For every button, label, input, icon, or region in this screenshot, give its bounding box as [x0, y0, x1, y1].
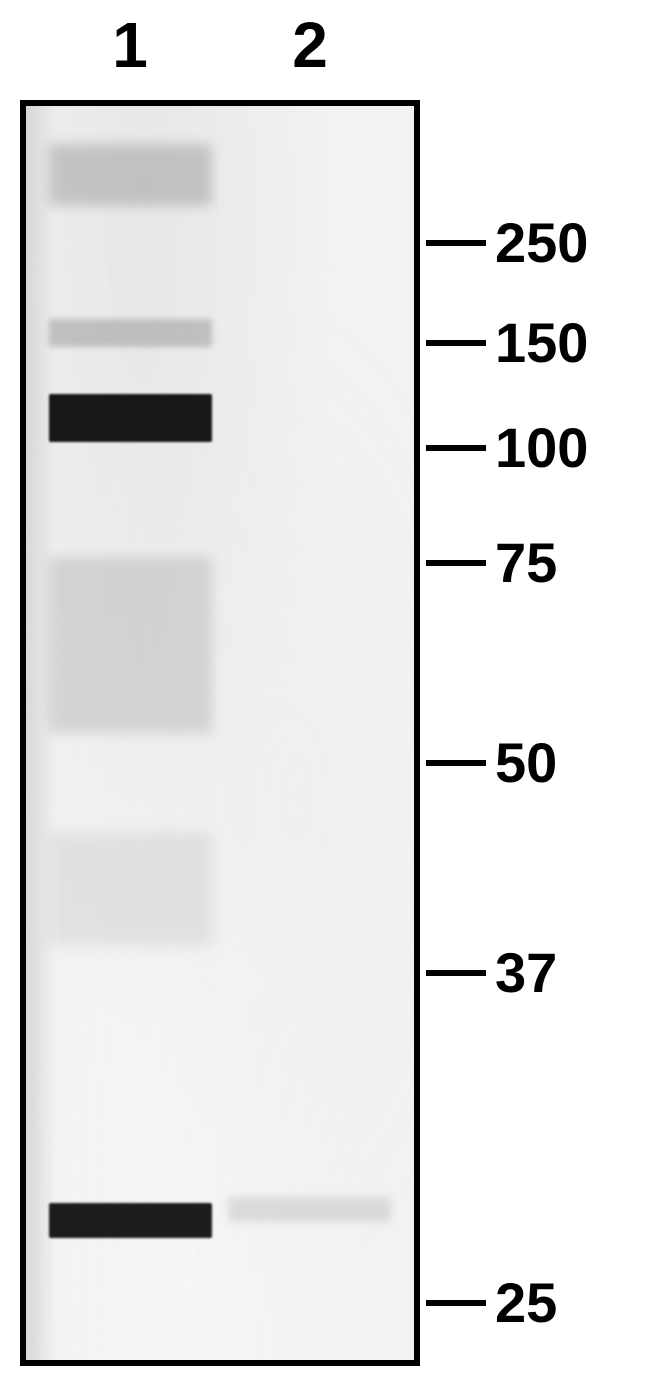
mw-label-37: 37 [495, 940, 557, 1005]
mw-label-250: 250 [495, 210, 588, 275]
mw-tick-50 [426, 760, 486, 766]
mw-label-75: 75 [495, 530, 557, 595]
mw-tick-75 [426, 560, 486, 566]
mw-label-50: 50 [495, 730, 557, 795]
mw-tick-250 [426, 240, 486, 246]
mw-marker-axis: 250 150 100 75 50 37 25 [0, 0, 650, 1393]
mw-tick-37 [426, 970, 486, 976]
mw-label-100: 100 [495, 415, 588, 480]
mw-tick-100 [426, 445, 486, 451]
western-blot-figure: 1 2 25015010075503725 [0, 0, 650, 1393]
mw-label-150: 150 [495, 310, 588, 375]
mw-tick-25 [426, 1300, 486, 1306]
mw-label-25: 25 [495, 1270, 557, 1335]
mw-tick-150 [426, 340, 486, 346]
